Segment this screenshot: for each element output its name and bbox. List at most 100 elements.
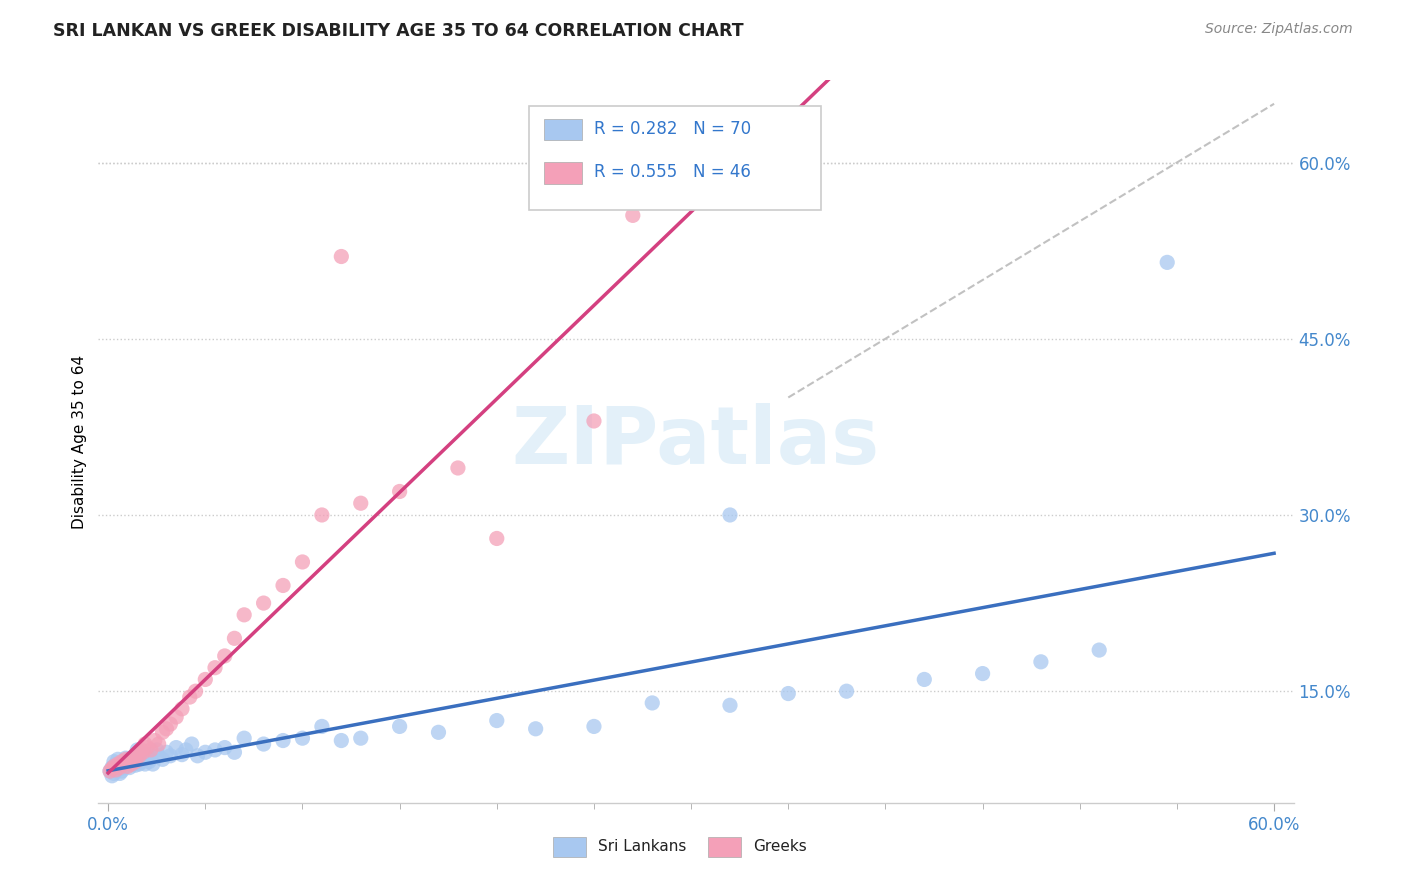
Point (132, 748, 155, 763)
Point (152, 725, 174, 739)
Point (128, 757, 150, 772)
Point (118, 760, 141, 774)
Point (128, 748, 150, 763)
Point (524, 722, 547, 736)
Point (350, 496, 373, 510)
Point (291, 731, 314, 746)
Point (112, 757, 135, 772)
Point (718, 508, 741, 522)
Point (388, 484, 411, 499)
Point (224, 745, 246, 759)
Point (108, 760, 131, 774)
Point (912, 673, 935, 687)
Point (152, 752, 174, 766)
Point (124, 758, 146, 772)
Point (350, 731, 373, 746)
Point (233, 731, 256, 746)
Point (114, 751, 136, 765)
Point (291, 555, 314, 569)
Point (485, 714, 508, 728)
Point (165, 740, 187, 755)
Point (124, 755, 146, 769)
Point (114, 752, 136, 766)
Point (194, 673, 217, 687)
Point (111, 755, 134, 769)
Point (142, 757, 165, 772)
Point (214, 648, 236, 663)
Point (117, 759, 139, 773)
Point (98, 764, 121, 778)
Point (174, 743, 197, 757)
Point (112, 755, 135, 769)
Point (155, 745, 177, 759)
Point (103, 755, 125, 769)
Point (143, 733, 166, 747)
FancyBboxPatch shape (529, 105, 821, 211)
Text: SRI LANKAN VS GREEK DISABILITY AGE 35 TO 64 CORRELATION CHART: SRI LANKAN VS GREEK DISABILITY AGE 35 TO… (53, 22, 744, 40)
Point (104, 757, 127, 772)
Point (134, 757, 156, 772)
FancyBboxPatch shape (709, 837, 741, 857)
Point (138, 755, 160, 769)
Point (104, 763, 127, 777)
Text: Greeks: Greeks (754, 839, 807, 855)
Point (117, 752, 139, 766)
Point (311, 719, 333, 733)
Point (835, 684, 858, 698)
Point (311, 508, 333, 522)
Point (127, 743, 149, 757)
Point (179, 690, 201, 704)
Point (170, 702, 193, 716)
Point (120, 755, 142, 769)
Point (186, 748, 208, 763)
Point (1156, 255, 1178, 269)
Y-axis label: Disability Age 35 to 64: Disability Age 35 to 64 (72, 354, 87, 529)
Point (127, 752, 149, 766)
Point (120, 757, 142, 772)
Point (159, 717, 181, 731)
Point (104, 763, 127, 777)
Point (139, 751, 162, 765)
Point (129, 755, 152, 769)
Point (136, 747, 159, 762)
Point (582, 719, 605, 733)
Point (122, 751, 145, 765)
Point (101, 769, 124, 783)
FancyBboxPatch shape (544, 119, 582, 140)
Point (129, 743, 152, 757)
Point (388, 719, 411, 733)
FancyBboxPatch shape (544, 162, 582, 184)
Point (271, 733, 294, 747)
Point (103, 766, 125, 780)
Point (165, 710, 187, 724)
Text: R = 0.282   N = 70: R = 0.282 N = 70 (595, 120, 752, 137)
Point (330, 733, 353, 747)
Point (127, 747, 149, 762)
FancyBboxPatch shape (553, 837, 586, 857)
Point (233, 607, 256, 622)
Point (159, 748, 181, 763)
Point (118, 755, 141, 769)
Point (107, 759, 129, 773)
Point (117, 757, 139, 772)
Point (252, 737, 274, 751)
Point (108, 766, 131, 780)
Point (170, 747, 193, 762)
Point (427, 725, 450, 739)
Point (972, 666, 994, 681)
Text: R = 0.555   N = 46: R = 0.555 N = 46 (595, 163, 751, 181)
Point (180, 737, 202, 751)
Point (271, 578, 294, 592)
Point (224, 632, 246, 646)
Point (114, 758, 136, 772)
Point (132, 745, 155, 759)
Point (252, 596, 274, 610)
Point (136, 740, 159, 755)
Point (447, 461, 470, 475)
Point (582, 414, 605, 428)
Point (107, 757, 129, 772)
Point (1029, 655, 1052, 669)
Point (98, 764, 121, 778)
Point (107, 752, 129, 766)
Point (101, 762, 124, 776)
